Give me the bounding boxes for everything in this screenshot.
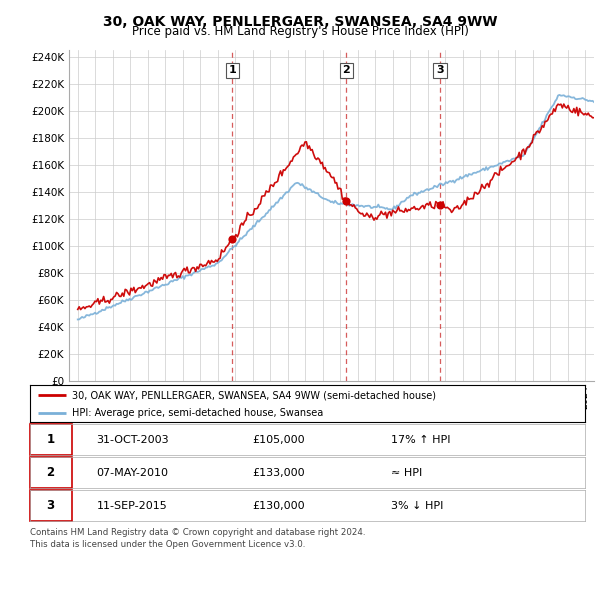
Text: Contains HM Land Registry data © Crown copyright and database right 2024.
This d: Contains HM Land Registry data © Crown c…: [30, 528, 365, 549]
FancyBboxPatch shape: [30, 424, 71, 455]
Point: [227, 234, 237, 244]
Text: £105,000: £105,000: [252, 435, 305, 444]
Text: 1: 1: [46, 433, 55, 446]
Text: 2: 2: [46, 466, 55, 479]
Text: 07-MAY-2010: 07-MAY-2010: [97, 468, 169, 477]
FancyBboxPatch shape: [30, 457, 71, 488]
Text: 31-OCT-2003: 31-OCT-2003: [97, 435, 169, 444]
Text: 3: 3: [46, 499, 55, 512]
Text: 30, OAK WAY, PENLLERGAER, SWANSEA, SA4 9WW (semi-detached house): 30, OAK WAY, PENLLERGAER, SWANSEA, SA4 9…: [71, 390, 436, 400]
Text: £130,000: £130,000: [252, 501, 305, 510]
Point: [341, 196, 351, 206]
FancyBboxPatch shape: [30, 490, 71, 521]
Text: 1: 1: [229, 65, 236, 76]
Text: HPI: Average price, semi-detached house, Swansea: HPI: Average price, semi-detached house,…: [71, 408, 323, 418]
Text: 2: 2: [343, 65, 350, 76]
Text: 30, OAK WAY, PENLLERGAER, SWANSEA, SA4 9WW: 30, OAK WAY, PENLLERGAER, SWANSEA, SA4 9…: [103, 15, 497, 29]
Text: 17% ↑ HPI: 17% ↑ HPI: [391, 435, 450, 444]
Text: Price paid vs. HM Land Registry's House Price Index (HPI): Price paid vs. HM Land Registry's House …: [131, 25, 469, 38]
Text: ≈ HPI: ≈ HPI: [391, 468, 422, 477]
Text: 11-SEP-2015: 11-SEP-2015: [97, 501, 167, 510]
Text: 3% ↓ HPI: 3% ↓ HPI: [391, 501, 443, 510]
Text: £133,000: £133,000: [252, 468, 305, 477]
Text: 3: 3: [436, 65, 444, 76]
Point: [435, 201, 445, 210]
